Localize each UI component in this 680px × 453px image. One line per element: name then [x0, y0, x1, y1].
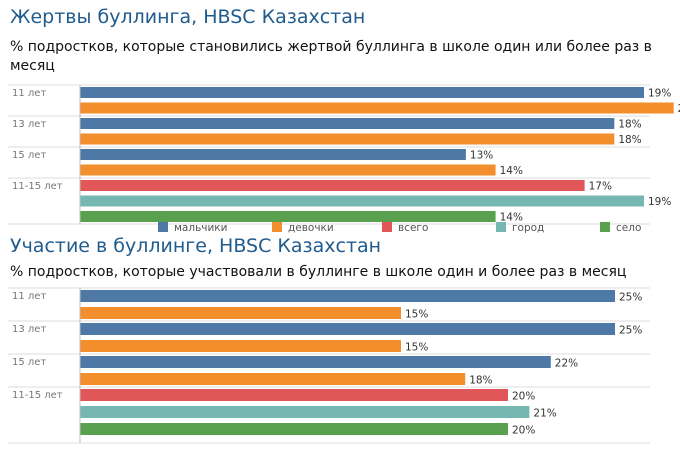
category-label: 15 лет	[12, 150, 46, 161]
category-label: 15 лет	[12, 357, 46, 368]
bar-мальчики	[80, 290, 615, 302]
value-label: 18%	[618, 119, 641, 131]
legend-label: село	[616, 222, 641, 234]
bar-девочки	[80, 164, 496, 176]
legend-swatch-село	[600, 222, 610, 232]
legend-swatch-всего	[382, 222, 392, 232]
bar-всего	[80, 389, 508, 401]
chart-2-subtitle: % подростков, которые участвовали в булл…	[10, 264, 627, 280]
category-label: 11 лет	[12, 88, 46, 99]
value-label: 17%	[589, 181, 612, 193]
value-label: 14%	[500, 212, 523, 224]
bar-девочки	[80, 373, 466, 385]
value-label: 19%	[648, 88, 671, 100]
bar-девочки	[80, 102, 674, 114]
value-label: 15%	[405, 342, 428, 354]
bar-девочки	[80, 340, 401, 352]
value-label: 18%	[469, 375, 492, 387]
value-label: 19%	[648, 196, 671, 208]
value-label: 20%	[678, 103, 680, 115]
legend-label: всего	[398, 222, 428, 234]
chart-1-subtitle: % подростков, которые становились жертво…	[10, 39, 652, 74]
bar-город	[80, 195, 644, 207]
legend-label: мальчики	[174, 222, 227, 234]
value-label: 20%	[512, 425, 535, 437]
value-label: 14%	[500, 165, 523, 177]
bar-мальчики	[80, 323, 615, 335]
category-label: 11-15 лет	[12, 390, 63, 401]
bar-село	[80, 423, 508, 435]
bar-девочки	[80, 307, 401, 319]
legend-swatch-мальчики	[158, 222, 168, 232]
value-label: 25%	[619, 292, 642, 304]
value-label: 22%	[555, 358, 578, 370]
category-label: 11-15 лет	[12, 181, 63, 192]
value-label: 18%	[618, 134, 641, 146]
legend-label: город	[512, 222, 544, 234]
bar-город	[80, 406, 530, 418]
value-label: 13%	[470, 150, 493, 162]
chart-2-title: Участие в буллинге, HBSC Казахстан	[10, 235, 382, 257]
chart-1-title: Жертвы буллинга, HBSC Казахстан	[10, 6, 366, 28]
value-label: 20%	[512, 391, 535, 403]
value-label: 15%	[405, 309, 428, 321]
bar-мальчики	[80, 356, 551, 368]
value-label: 21%	[533, 408, 556, 420]
legend-swatch-девочки	[272, 222, 282, 232]
bar-мальчики	[80, 87, 644, 98]
bar-мальчики	[80, 149, 466, 160]
legend-swatch-город	[496, 222, 506, 232]
bar-всего	[80, 180, 585, 191]
legend-label: девочки	[288, 222, 334, 234]
category-label: 13 лет	[12, 119, 46, 130]
category-label: 13 лет	[12, 324, 46, 335]
value-label: 25%	[619, 325, 642, 337]
bar-девочки	[80, 133, 615, 145]
bar-мальчики	[80, 118, 615, 129]
category-label: 11 лет	[12, 291, 46, 302]
bar-село	[80, 211, 496, 222]
